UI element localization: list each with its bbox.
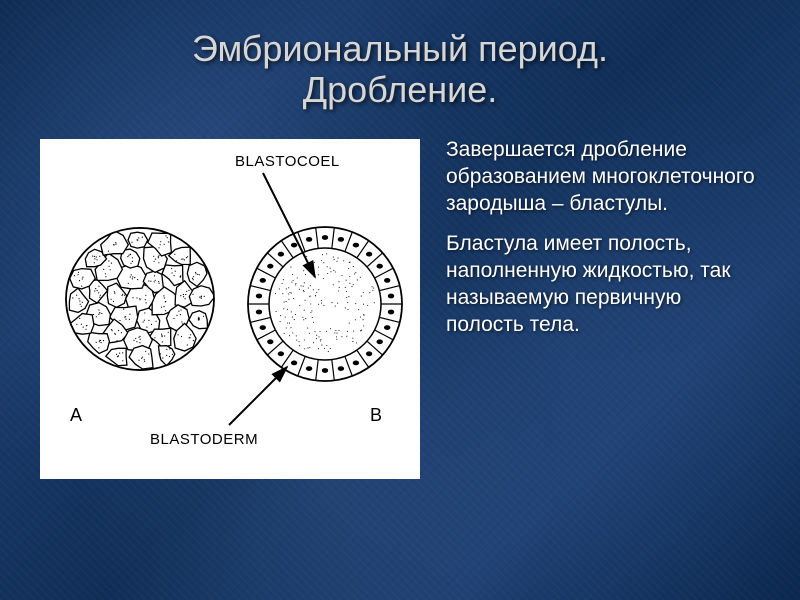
arrow-blastoderm-icon — [225, 361, 315, 431]
slide-title: Эмбриональный период. Дробление. — [40, 28, 760, 111]
label-blastocoel: BLASTOCOEL — [235, 153, 340, 170]
text-column: Завершается дробление образованием много… — [446, 133, 760, 570]
label-b: B — [370, 405, 382, 426]
paragraph-2: Бластула имеет полость, наполненную жидк… — [446, 231, 760, 339]
content-row: BLASTOCOEL BLASTODERM A B Завершается др… — [40, 133, 760, 570]
arrow-blastocoel-icon — [255, 169, 335, 289]
embryo-figure: BLASTOCOEL BLASTODERM A B — [40, 139, 420, 479]
paragraph-1: Завершается дробление образованием много… — [446, 137, 760, 218]
title-line-2: Дробление. — [303, 69, 497, 110]
label-a: A — [70, 405, 82, 426]
title-line-1: Эмбриональный период. — [192, 28, 608, 69]
label-blastoderm: BLASTODERM — [150, 431, 258, 448]
morula-icon — [62, 221, 218, 377]
